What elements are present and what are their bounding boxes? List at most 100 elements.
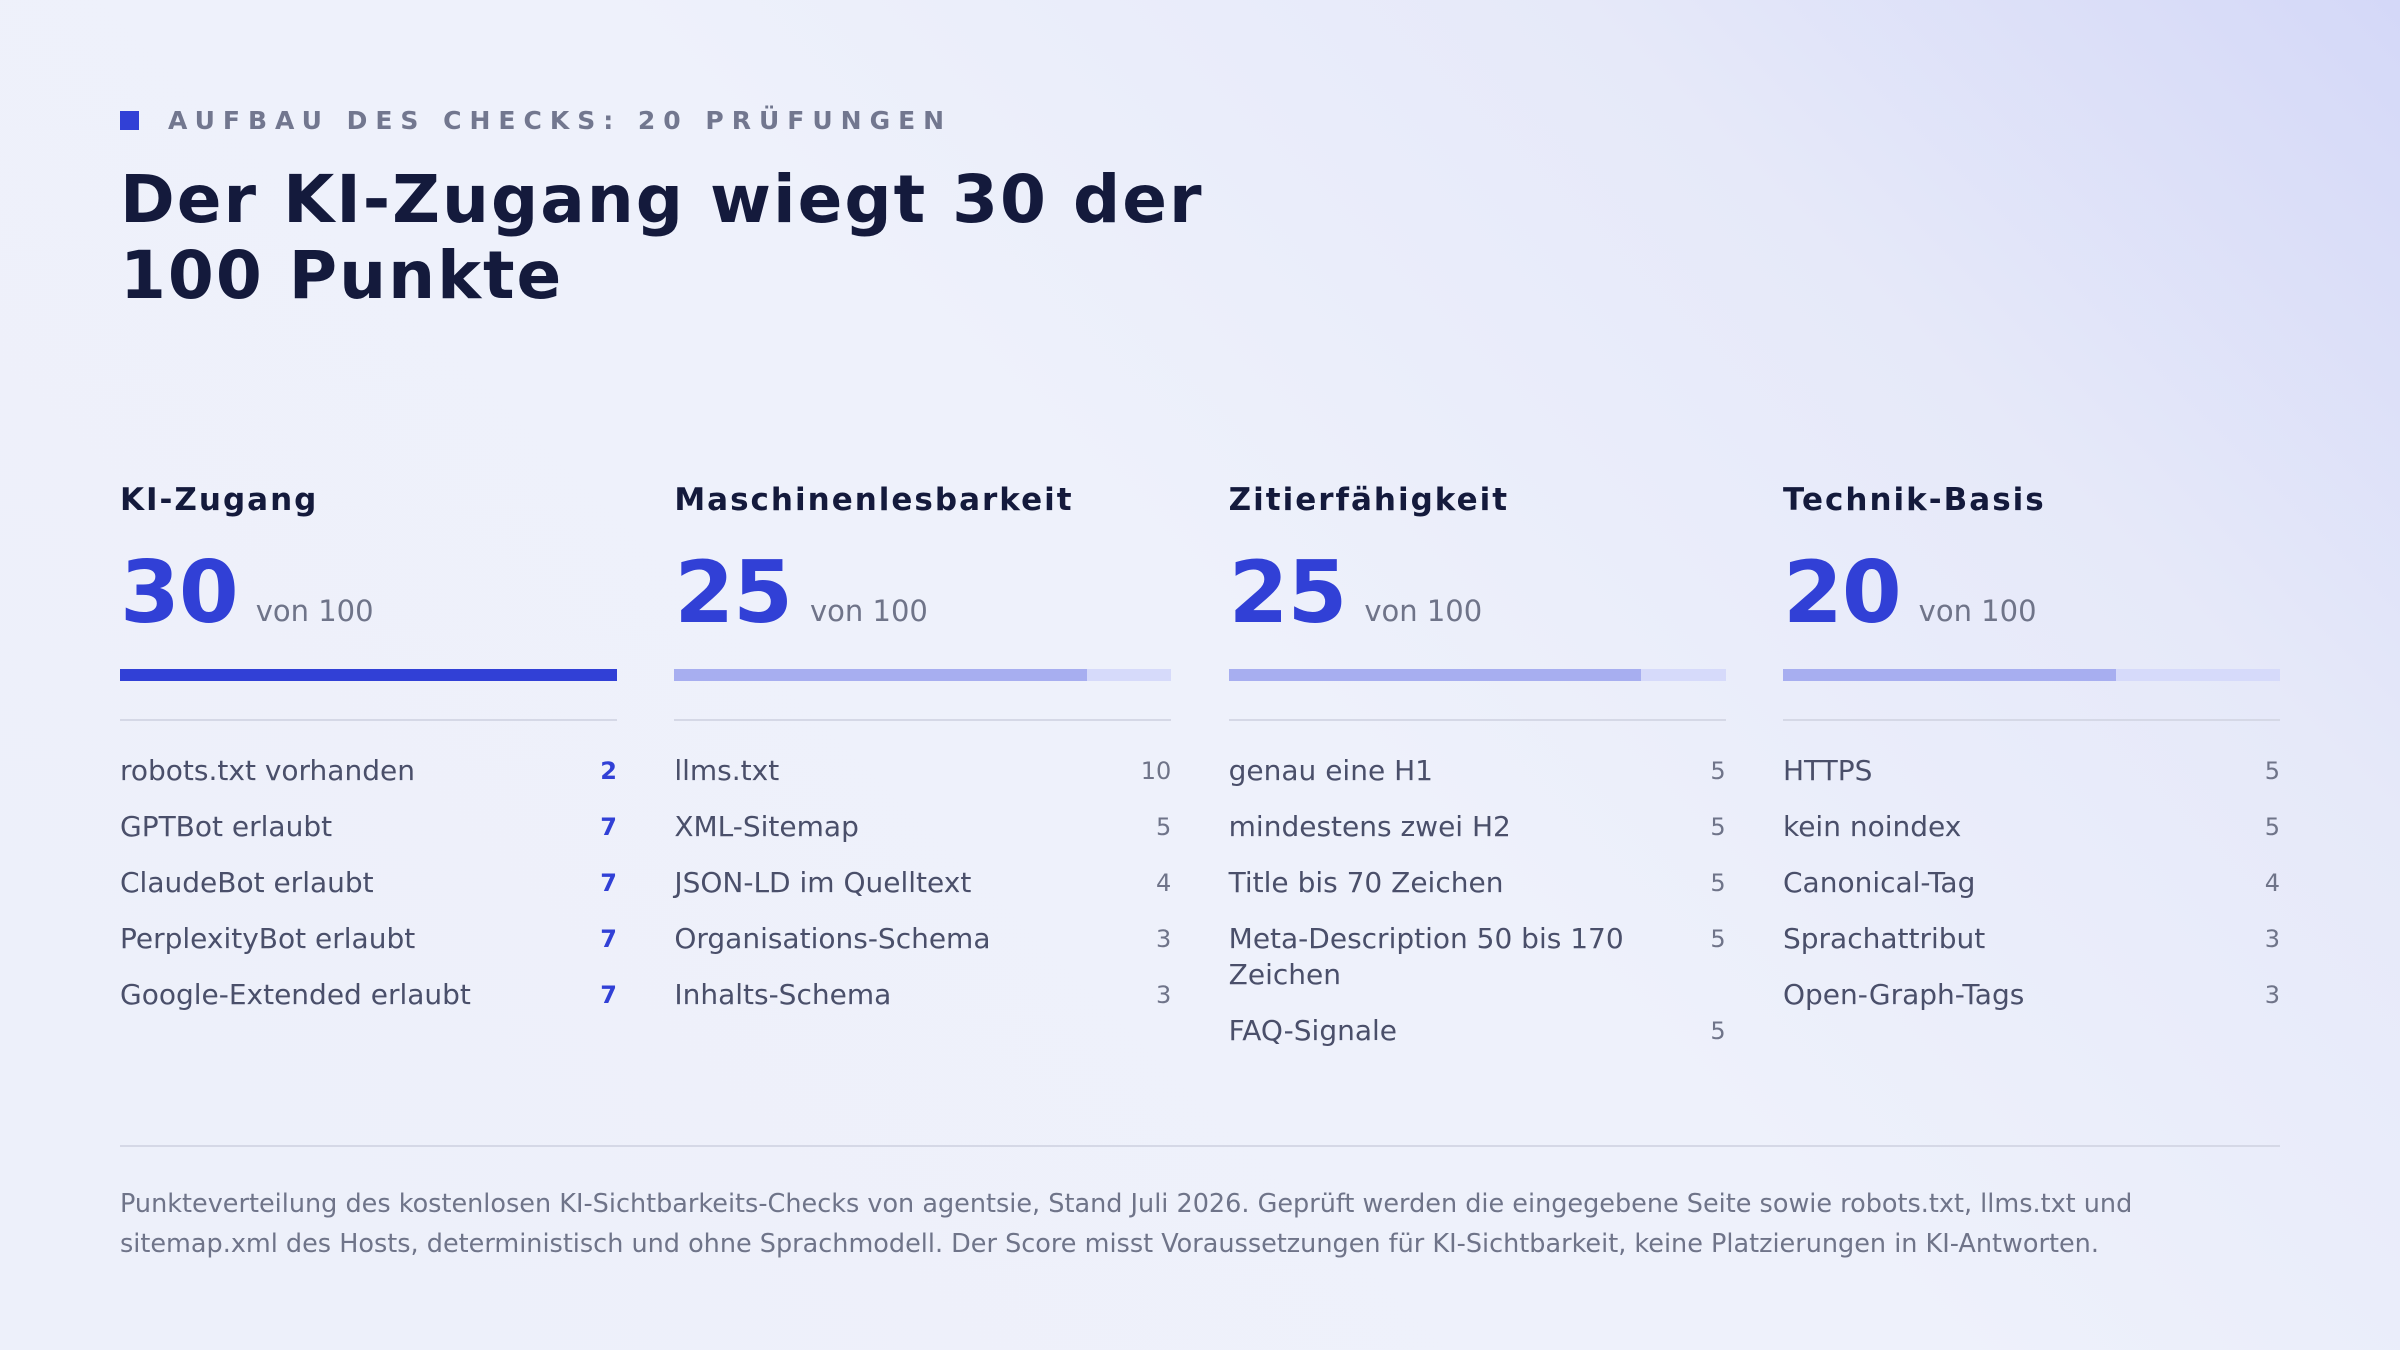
list-item: Organisations-Schema 3 <box>674 921 1171 957</box>
check-points: 7 <box>600 813 617 841</box>
score-bar-fill <box>1782 669 2116 681</box>
check-label: genau eine H1 <box>1228 754 1433 787</box>
category-score: 25 <box>674 543 793 643</box>
category-score: 20 <box>1782 543 1902 643</box>
check-points: 5 <box>1156 813 1172 841</box>
check-points: 3 <box>2264 981 2280 1009</box>
category-title: Technik-Basis <box>1782 482 2046 518</box>
score-bar <box>1228 669 1726 681</box>
check-label: kein noindex <box>1782 810 1962 843</box>
check-points: 7 <box>600 981 617 1009</box>
list-item: Canonical-Tag 4 <box>1783 865 2280 901</box>
score-bar <box>674 669 1172 681</box>
check-points: 7 <box>600 869 617 897</box>
list-item: Sprachattribut 3 <box>1783 921 2280 957</box>
category-technik-basis: Technik-Basis 20 von 100 HTTPS 5 kein no… <box>1782 480 2280 1069</box>
check-points: 2 <box>600 757 617 785</box>
check-label: XML-Sitemap <box>674 810 859 843</box>
category-score: 25 <box>1228 543 1348 643</box>
list-item: PerplexityBot erlaubt 7 <box>120 921 617 957</box>
list-item: Open-Graph-Tags 3 <box>1783 977 2280 1013</box>
check-label: Meta-Description 50 bis 170 Zeichen <box>1228 922 1624 991</box>
check-label: ClaudeBot erlaubt <box>120 866 374 899</box>
check-list: robots.txt vorhanden 2 GPTBot erlaubt 7 … <box>120 753 617 1013</box>
check-points: 3 <box>1156 981 1172 1009</box>
square-bullet-icon <box>120 110 139 130</box>
eyebrow: AUFBAU DES CHECKS: 20 PRÜFUNGEN <box>120 105 953 135</box>
check-label: HTTPS <box>1782 754 1873 787</box>
check-label: Sprachattribut <box>1782 922 1986 955</box>
check-points: 10 <box>1140 757 1172 785</box>
list-item: Title bis 70 Zeichen 5 <box>1229 865 1726 901</box>
list-item: Google-Extended erlaubt 7 <box>120 977 617 1013</box>
check-label: mindestens zwei H2 <box>1228 810 1511 843</box>
list-item: mindestens zwei H2 5 <box>1229 809 1726 845</box>
score-suffix: von 100 <box>1364 594 1483 628</box>
score-suffix: von 100 <box>810 594 928 628</box>
check-list: genau eine H1 5 mindestens zwei H2 5 Tit… <box>1229 753 1726 1049</box>
check-label: llms.txt <box>674 754 780 787</box>
check-points: 5 <box>1710 1017 1726 1045</box>
footnote: Punkteverteilung des kostenlosen KI-Sich… <box>120 1189 2133 1259</box>
list-item: robots.txt vorhanden 2 <box>120 753 617 789</box>
check-label: Inhalts-Schema <box>674 978 892 1011</box>
check-list: llms.txt 10 XML-Sitemap 5 JSON-LD im Que… <box>674 753 1171 1013</box>
check-label: Title bis 70 Zeichen <box>1228 866 1504 899</box>
list-item: JSON-LD im Quelltext 4 <box>674 865 1171 901</box>
check-label: Canonical-Tag <box>1782 866 1976 899</box>
category-zitierfaehigkeit: Zitierfähigkeit 25 von 100 genau eine H1… <box>1228 480 1726 1069</box>
score-bar-fill <box>120 669 617 681</box>
check-label: JSON-LD im Quelltext <box>674 866 972 899</box>
category-score: 30 <box>120 543 239 643</box>
check-points: 4 <box>2264 869 2280 897</box>
check-label: Google-Extended erlaubt <box>120 978 471 1011</box>
check-points: 3 <box>1156 925 1172 953</box>
score-row: 20 von 100 <box>1783 546 2280 636</box>
score-suffix: von 100 <box>255 594 374 628</box>
score-bar <box>1782 669 2280 681</box>
list-item: XML-Sitemap 5 <box>674 809 1171 845</box>
divider <box>1782 719 2280 721</box>
category-columns: KI-Zugang 30 von 100 robots.txt vorhande… <box>120 480 2280 1069</box>
score-bar-fill <box>674 669 1087 681</box>
list-item: HTTPS 5 <box>1783 753 2280 789</box>
category-ki-zugang: KI-Zugang 30 von 100 robots.txt vorhande… <box>120 480 617 1069</box>
slide: AUFBAU DES CHECKS: 20 PRÜFUNGEN Der KI-Z… <box>120 0 2280 1350</box>
check-points: 4 <box>1156 869 1172 897</box>
list-item: Inhalts-Schema 3 <box>674 977 1171 1013</box>
divider <box>120 719 617 721</box>
list-item: FAQ-Signale 5 <box>1229 1013 1726 1049</box>
list-item: Meta-Description 50 bis 170 Zeichen 5 <box>1229 921 1726 993</box>
check-label: GPTBot erlaubt <box>120 810 333 843</box>
divider <box>674 719 1172 721</box>
score-row: 30 von 100 <box>120 546 617 636</box>
score-bar-fill <box>1228 669 1642 681</box>
check-points: 5 <box>1710 925 1726 953</box>
check-points: 3 <box>2264 925 2280 953</box>
score-suffix: von 100 <box>1918 594 2037 628</box>
check-label: Organisations-Schema <box>674 922 991 955</box>
score-row: 25 von 100 <box>674 546 1171 636</box>
list-item: GPTBot erlaubt 7 <box>120 809 617 845</box>
eyebrow-text: AUFBAU DES CHECKS: 20 PRÜFUNGEN <box>168 105 953 135</box>
page-title: Der KI-Zugang wiegt 30 der 100 Punkte <box>120 161 1204 314</box>
category-title: Maschinenlesbarkeit <box>674 482 1074 518</box>
check-points: 5 <box>1710 813 1726 841</box>
check-points: 7 <box>600 925 617 953</box>
check-points: 5 <box>2264 757 2280 785</box>
check-label: FAQ-Signale <box>1228 1014 1398 1047</box>
footer-divider <box>120 1145 2280 1147</box>
list-item: genau eine H1 5 <box>1229 753 1726 789</box>
list-item: llms.txt 10 <box>674 753 1171 789</box>
score-row: 25 von 100 <box>1229 546 1726 636</box>
category-title: Zitierfähigkeit <box>1228 482 1510 518</box>
check-points: 5 <box>2264 813 2280 841</box>
divider <box>1228 719 1726 721</box>
check-label: Open-Graph-Tags <box>1782 978 2025 1011</box>
check-label: robots.txt vorhanden <box>120 754 415 787</box>
score-bar <box>120 669 617 681</box>
category-title: KI-Zugang <box>120 482 319 518</box>
list-item: kein noindex 5 <box>1783 809 2280 845</box>
check-list: HTTPS 5 kein noindex 5 Canonical-Tag 4 S… <box>1783 753 2280 1013</box>
check-points: 5 <box>1710 869 1726 897</box>
